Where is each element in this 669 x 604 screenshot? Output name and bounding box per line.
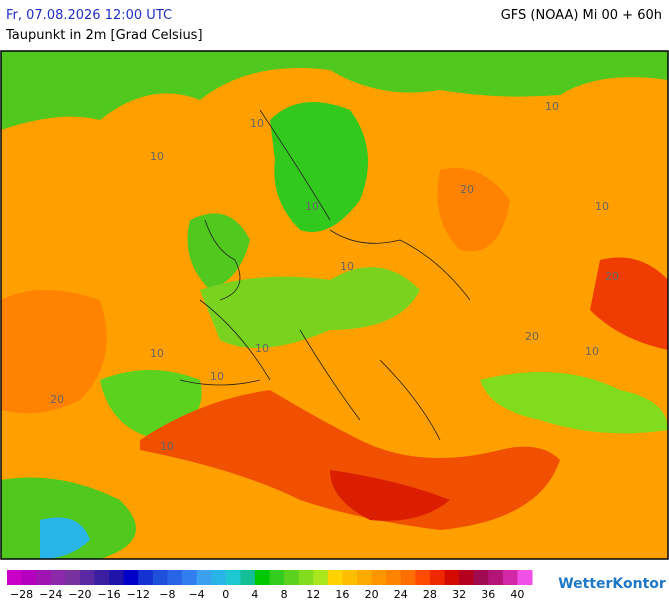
legend-label: 4 (251, 588, 258, 600)
color-swatch (138, 570, 154, 585)
contour-label: 10 (305, 200, 319, 213)
contour-label: 20 (50, 393, 64, 406)
legend-label: 28 (423, 588, 437, 600)
color-swatch (269, 570, 285, 585)
color-swatch (240, 570, 256, 585)
contour-label: 10 (150, 347, 164, 360)
color-swatch (371, 570, 387, 585)
contour-label: 10 (585, 345, 599, 358)
color-swatch (65, 570, 81, 585)
legend-label: 20 (365, 588, 379, 600)
color-swatch (327, 570, 343, 585)
legend-label: 40 (510, 588, 524, 600)
legend-label: 36 (481, 588, 495, 600)
contour-label: 10 (340, 260, 354, 273)
legend-label: −24 (39, 588, 62, 600)
color-swatch (211, 570, 227, 585)
contour-label: 10 (545, 100, 559, 113)
color-swatch (284, 570, 300, 585)
color-swatch (357, 570, 373, 585)
color-swatch (459, 570, 475, 585)
subtitle: Taupunkt in 2m [Grad Celsius] (5, 28, 203, 43)
legend-label: −12 (127, 588, 150, 600)
color-swatch (444, 570, 460, 585)
color-swatch (517, 570, 533, 585)
legend-label: −20 (68, 588, 91, 600)
contour-label: 10 (210, 370, 224, 383)
legend-label: −4 (188, 588, 204, 600)
legend-label: 8 (281, 588, 288, 600)
color-swatch (429, 570, 445, 585)
color-swatch (342, 570, 358, 585)
color-swatch (36, 570, 52, 585)
color-swatch (415, 570, 431, 585)
brand: WetterKontor (558, 576, 666, 592)
color-swatch (21, 570, 37, 585)
color-swatch (123, 570, 139, 585)
map: 10 10 10 10 20 10 10 20 10 10 20 10 10 20 10 (0, 50, 669, 560)
color-swatch (488, 570, 504, 585)
legend-label: 24 (394, 588, 408, 600)
contour-label: 10 (255, 342, 269, 355)
contour-label: 20 (460, 183, 474, 196)
color-swatch (79, 570, 95, 585)
legend-label: 16 (335, 588, 349, 600)
legend-label: 12 (306, 588, 320, 600)
color-swatch (50, 570, 66, 585)
color-swatch (386, 570, 402, 585)
model: GFS (NOAA) Mi 00 + 60h (501, 8, 662, 23)
color-swatch (182, 570, 198, 585)
color-swatch (152, 570, 168, 585)
color-swatch (196, 570, 212, 585)
color-swatch (400, 570, 416, 585)
legend-label: −8 (159, 588, 175, 600)
color-swatch (167, 570, 183, 585)
legend-label: −16 (97, 588, 120, 600)
contour-label: 20 (525, 330, 539, 343)
color-swatch (254, 570, 270, 585)
contour-label: 10 (250, 117, 264, 130)
contour-label: 20 (605, 270, 619, 283)
color-swatch (313, 570, 329, 585)
legend-label: 0 (222, 588, 229, 600)
color-swatch (502, 570, 518, 585)
color-swatch (94, 570, 110, 585)
contour-label: 10 (595, 200, 609, 213)
legend: −28 −24 −20 −16 −12 −8 −4 0 4 8 12 16 20 24 28 32 36 40 (7, 570, 533, 601)
color-swatch (225, 570, 241, 585)
date: Fr, 07.08.2026 12:00 UTC (6, 8, 172, 23)
color-swatch (298, 570, 314, 585)
contour-label: 10 (150, 150, 164, 163)
legend-label: 32 (452, 588, 466, 600)
color-swatch (7, 570, 23, 585)
legend-label: −28 (10, 588, 33, 600)
contour-label: 10 (160, 440, 174, 453)
color-swatch (109, 570, 125, 585)
color-swatch (473, 570, 489, 585)
